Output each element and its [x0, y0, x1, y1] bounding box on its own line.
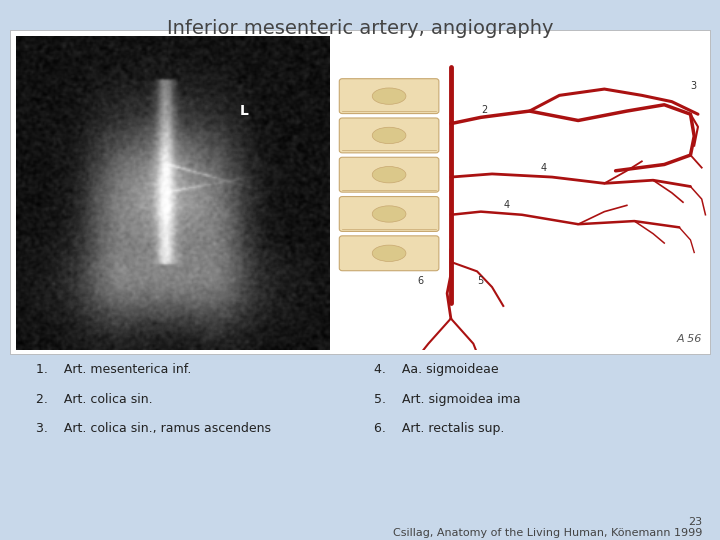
Text: 4.    Aa. sigmoideae: 4. Aa. sigmoideae: [374, 363, 499, 376]
Text: 4: 4: [503, 200, 510, 211]
Text: 2: 2: [481, 105, 487, 114]
Text: 4: 4: [541, 163, 547, 173]
Text: 6.    Art. rectalis sup.: 6. Art. rectalis sup.: [374, 422, 505, 435]
FancyBboxPatch shape: [10, 30, 710, 354]
Text: 5.    Art. sigmoidea ima: 5. Art. sigmoidea ima: [374, 393, 521, 406]
Text: 23: 23: [688, 517, 702, 528]
Text: 3.    Art. colica sin., ramus ascendens: 3. Art. colica sin., ramus ascendens: [36, 422, 271, 435]
Text: A 56: A 56: [676, 334, 702, 343]
Text: L: L: [240, 104, 249, 118]
Text: Inferior mesenteric artery, angiography: Inferior mesenteric artery, angiography: [167, 19, 553, 38]
Text: 5: 5: [477, 276, 483, 286]
Ellipse shape: [372, 88, 406, 104]
Ellipse shape: [372, 127, 406, 144]
FancyBboxPatch shape: [339, 157, 439, 192]
Ellipse shape: [372, 166, 406, 183]
Text: 6: 6: [417, 276, 423, 286]
Ellipse shape: [372, 206, 406, 222]
FancyBboxPatch shape: [339, 197, 439, 232]
Text: Csillag, Anatomy of the Living Human, Könemann 1999: Csillag, Anatomy of the Living Human, Kö…: [392, 528, 702, 538]
Text: 1.    Art. mesenterica inf.: 1. Art. mesenterica inf.: [36, 363, 192, 376]
Ellipse shape: [372, 245, 406, 261]
Text: 2.    Art. colica sin.: 2. Art. colica sin.: [36, 393, 153, 406]
FancyBboxPatch shape: [339, 79, 439, 113]
Text: 3: 3: [690, 81, 697, 91]
FancyBboxPatch shape: [339, 118, 439, 153]
FancyBboxPatch shape: [339, 236, 439, 271]
